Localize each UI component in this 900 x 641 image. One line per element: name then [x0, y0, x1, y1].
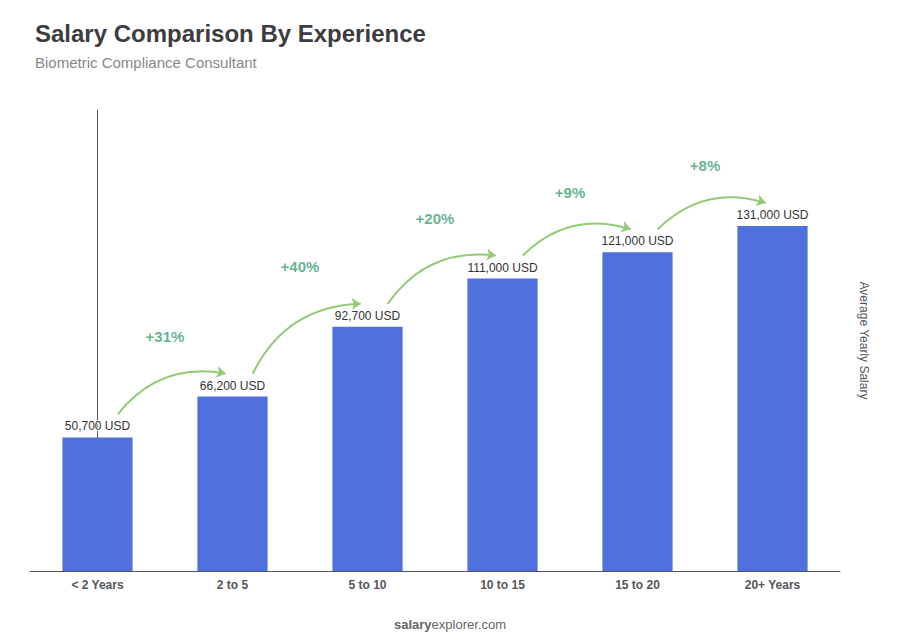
svg-text:+40%: +40% — [281, 258, 320, 275]
svg-text:+20%: +20% — [416, 210, 455, 227]
svg-text:salary: salary — [394, 617, 432, 632]
svg-text:121,000 USD: 121,000 USD — [601, 234, 673, 248]
svg-text:explorer.com: explorer.com — [432, 617, 506, 632]
svg-text:131,000 USD: 131,000 USD — [736, 208, 808, 222]
svg-text:+31%: +31% — [146, 328, 185, 345]
svg-text:+8%: +8% — [690, 157, 720, 174]
svg-text:66,200 USD: 66,200 USD — [200, 379, 266, 393]
svg-text:< 2 Years: < 2 Years — [71, 578, 123, 592]
svg-text:15 to 20: 15 to 20 — [615, 578, 660, 592]
svg-text:92,700 USD: 92,700 USD — [335, 309, 401, 323]
svg-text:111,000 USD: 111,000 USD — [467, 261, 538, 275]
svg-text:Salary Comparison By Experienc: Salary Comparison By Experience — [35, 20, 426, 47]
svg-text:5 to 10: 5 to 10 — [348, 578, 386, 592]
svg-text:+9%: +9% — [555, 184, 585, 201]
svg-text:10 to 15: 10 to 15 — [480, 578, 525, 592]
svg-text:Average Yearly Salary: Average Yearly Salary — [857, 282, 871, 400]
svg-text:Biometric Compliance Consultan: Biometric Compliance Consultant — [35, 54, 258, 71]
svg-text:50,700 USD: 50,700 USD — [65, 419, 131, 433]
svg-text:2 to 5: 2 to 5 — [217, 578, 249, 592]
svg-text:20+ Years: 20+ Years — [745, 578, 801, 592]
